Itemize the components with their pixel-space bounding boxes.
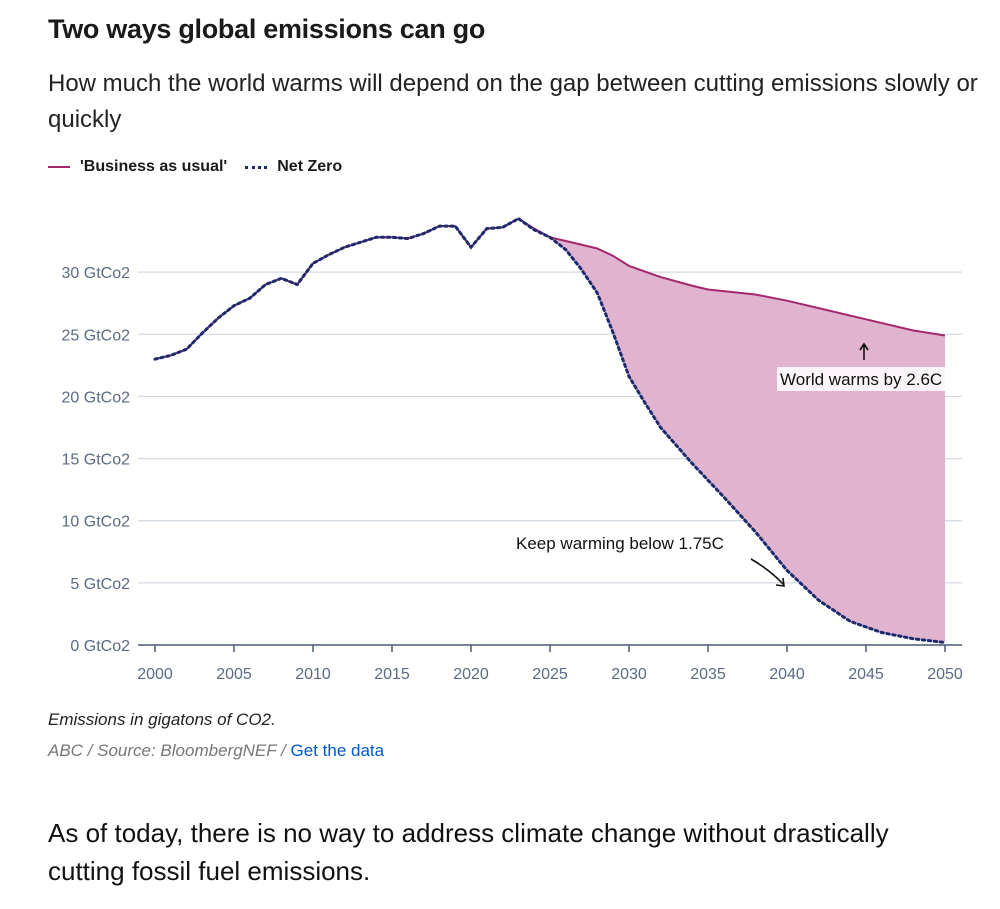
annotation-bau: World warms by 2.6C xyxy=(780,370,942,389)
x-tick-label: 2050 xyxy=(927,666,963,683)
y-tick-label: 5 GtCo2 xyxy=(70,576,130,593)
annotation-background xyxy=(777,367,963,391)
x-tick-label: 2015 xyxy=(374,666,410,683)
x-tick-label: 2040 xyxy=(769,666,805,683)
x-tick-label: 2020 xyxy=(453,666,489,683)
annotation-net-zero: Keep warming below 1.75C xyxy=(516,534,724,553)
body-paragraph: As of today, there is no way to address … xyxy=(48,818,889,886)
series-net-zero-line xyxy=(153,216,947,645)
legend-label: 'Business as usual' xyxy=(80,158,228,175)
x-tick-label: 2025 xyxy=(532,666,568,683)
chart-note: Emissions in gigatons of CO2. xyxy=(48,710,276,729)
gap-area xyxy=(550,237,945,643)
get-the-data-link[interactable]: Get the data xyxy=(290,741,385,760)
x-tick-label: 2035 xyxy=(690,666,726,683)
legend-item-business-as-usual: 'Business as usual' xyxy=(48,158,227,176)
chart-title: Two ways global emissions can go xyxy=(48,14,486,44)
x-tick-label: 2030 xyxy=(611,666,647,683)
y-tick-label: 15 GtCo2 xyxy=(62,452,131,469)
y-tick-label: 10 GtCo2 xyxy=(62,514,131,531)
chart-subtitle: How much the world warms will depend on … xyxy=(48,70,978,133)
y-tick-label: 0 GtCo2 xyxy=(70,638,130,655)
emissions-chart: 0 GtCo2 5 GtCo2 10 GtCo2 15 GtCo2 20 GtCo2 25… xyxy=(62,216,963,683)
x-tick-label: 2005 xyxy=(216,666,252,683)
chart-source: ABC / Source: BloombergNEF / Get the dat… xyxy=(48,741,384,761)
x-tick-label: 2000 xyxy=(137,666,173,683)
source-text: ABC / Source: BloombergNEF / xyxy=(48,741,286,760)
x-tick-label: 2010 xyxy=(295,666,331,683)
x-tick-label: 2045 xyxy=(848,666,884,683)
legend-label: Net Zero xyxy=(277,158,343,175)
legend-swatch-solid xyxy=(48,166,70,168)
y-tick-label: 30 GtCo2 xyxy=(62,265,131,282)
y-tick-label: 25 GtCo2 xyxy=(62,327,131,344)
legend-swatch-dotted xyxy=(245,165,268,169)
y-tick-label: 20 GtCo2 xyxy=(62,389,131,406)
annotation-arrow-down xyxy=(750,558,785,587)
annotation-arrow-up xyxy=(859,342,869,360)
legend: 'Business as usual' Net Zero xyxy=(48,158,360,176)
legend-item-net-zero: Net Zero xyxy=(245,158,342,176)
